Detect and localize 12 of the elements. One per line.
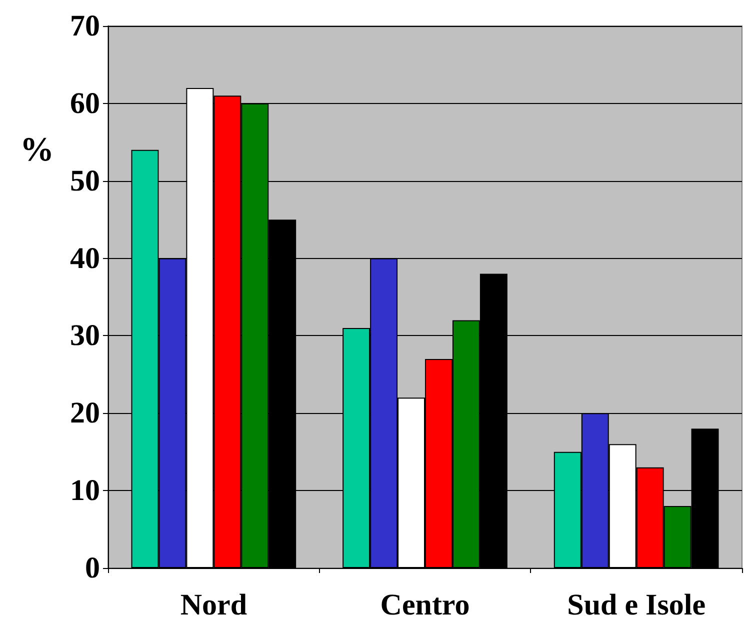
y-tick-label: 50 bbox=[70, 164, 100, 198]
y-tick-label: 10 bbox=[70, 474, 100, 508]
y-tick-label: 20 bbox=[70, 396, 100, 430]
y-tick-label: 70 bbox=[70, 10, 100, 42]
x-tick-label: Centro bbox=[380, 588, 470, 622]
y-axis-title: % bbox=[20, 132, 54, 168]
y-tick-label: 40 bbox=[70, 242, 100, 275]
y-tick-label: 0 bbox=[85, 552, 100, 584]
x-tick-label: Sud e Isole bbox=[567, 588, 706, 622]
y-tick-label: 30 bbox=[70, 319, 100, 352]
y-tick-label: 60 bbox=[70, 86, 100, 120]
x-tick-label: Nord bbox=[180, 588, 248, 622]
